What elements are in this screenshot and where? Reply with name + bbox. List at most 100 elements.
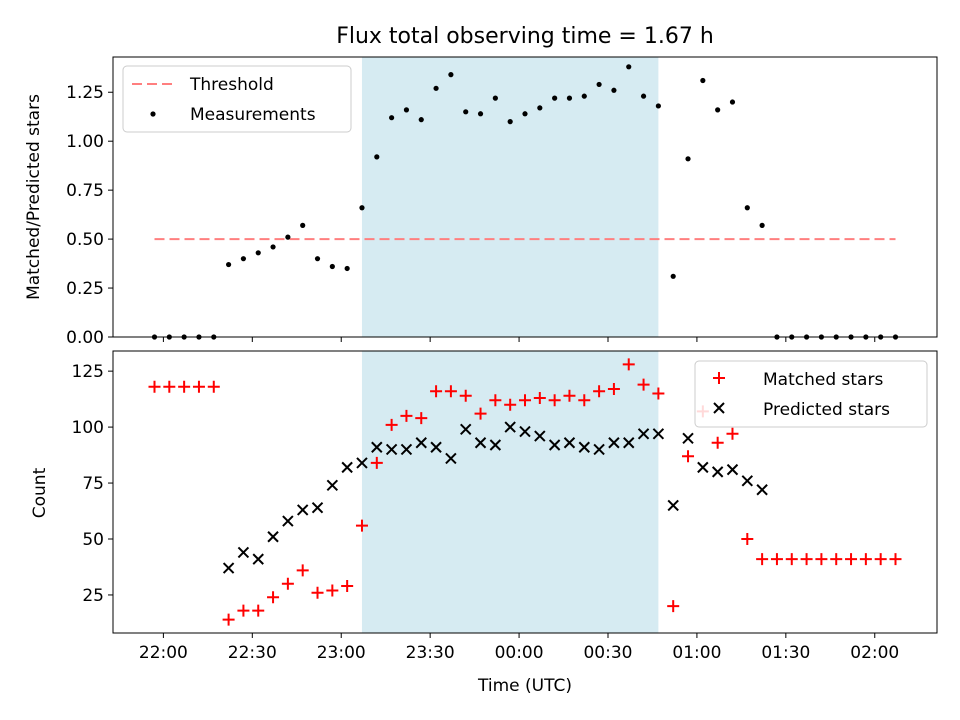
measurement-point	[566, 95, 573, 101]
measurement-point	[729, 99, 736, 105]
measurement-point	[477, 111, 484, 117]
bottom-y-tick-label: 50	[82, 530, 104, 550]
predicted-star-point	[563, 437, 576, 449]
measurement-point	[285, 234, 291, 240]
predicted-star-point	[711, 466, 724, 478]
x-tick-label: 22:00	[139, 643, 188, 663]
x-tick-label: 01:30	[761, 643, 810, 663]
predicted-star-point	[756, 484, 768, 496]
measurement-point	[700, 77, 706, 84]
predicted-star-point	[548, 439, 561, 451]
predicted-star-point	[460, 423, 472, 436]
top-y-tick-label: 0.75	[66, 181, 104, 201]
top-data-marks	[151, 64, 899, 340]
x-tick-label: 00:00	[495, 643, 544, 663]
legend-measurements-swatch	[150, 111, 156, 117]
predicted-star-point	[311, 501, 324, 514]
matched-star-point	[267, 591, 280, 604]
predicted-star-point	[741, 475, 754, 487]
legend-predicted-swatch	[713, 402, 725, 414]
matched-star-point	[889, 553, 902, 566]
matched-star-point	[178, 380, 191, 393]
measurement-point	[522, 111, 528, 117]
predicted-star-point	[237, 546, 250, 559]
measurement-point	[537, 105, 543, 111]
matched-star-point	[785, 553, 798, 566]
measurement-point	[329, 263, 335, 270]
matched-star-point	[593, 385, 606, 398]
matched-star-point	[459, 389, 472, 402]
predicted-star-point	[474, 437, 487, 449]
matched-star-point	[859, 553, 872, 566]
x-tick-label: 02:00	[850, 643, 899, 663]
predicted-star-point	[252, 553, 264, 565]
measurement-point	[640, 93, 647, 99]
matched-star-point	[430, 385, 443, 398]
matched-star-point	[444, 385, 457, 398]
predicted-star-point	[356, 457, 368, 469]
matched-star-point	[385, 418, 398, 431]
chart-title: Flux total observing time = 1.67 h	[336, 24, 714, 49]
measurement-point	[314, 256, 321, 262]
matched-star-point	[355, 519, 368, 532]
measurement-point	[759, 222, 765, 228]
predicted-star-point	[593, 443, 605, 456]
matched-star-point	[726, 427, 739, 440]
bottom-axes-frame	[112, 350, 938, 634]
predicted-star-point	[682, 432, 694, 444]
matched-star-point	[770, 553, 783, 566]
x-tick-label: 01:00	[672, 643, 721, 663]
matched-star-point	[519, 394, 531, 407]
predicted-star-point	[400, 443, 413, 456]
matched-star-point	[474, 407, 487, 420]
predicted-star-point	[430, 441, 442, 453]
measurement-point	[270, 244, 276, 250]
matched-star-point	[652, 387, 665, 400]
matched-star-point	[489, 394, 502, 407]
predicted-star-point	[489, 439, 502, 451]
measurement-point	[418, 117, 424, 123]
legend-threshold-label: Threshold	[189, 75, 274, 95]
top-axes-frame	[112, 56, 938, 338]
top-y-ticks: 0.00 0.25 0.50 0.75 1.00 1.25	[66, 83, 113, 348]
bottom-y-tick-label: 100	[72, 418, 104, 438]
bottom-legend: Matched stars Predicted stars	[694, 360, 928, 428]
measurement-point	[552, 95, 558, 101]
matched-star-point	[845, 553, 858, 566]
matched-star-point	[252, 604, 265, 617]
x-tick-label: 23:30	[406, 643, 455, 663]
measurement-point	[448, 72, 454, 78]
matched-star-point	[415, 412, 428, 425]
measurement-point	[255, 250, 261, 256]
predicted-star-point	[637, 428, 650, 440]
predicted-star-point	[726, 463, 739, 476]
matched-star-point	[192, 380, 205, 393]
bottom-y-tick-label: 25	[82, 586, 104, 606]
measurement-point	[715, 107, 721, 113]
predicted-star-point	[519, 425, 531, 438]
measurement-point	[463, 109, 469, 115]
bottom-y-ticks: 25 50 75 100 125	[72, 362, 113, 606]
matched-star-point	[667, 600, 680, 613]
predicted-star-point	[652, 428, 665, 440]
predicted-star-point	[296, 504, 309, 516]
predicted-star-point	[341, 461, 353, 474]
predicted-star-point	[667, 499, 679, 512]
top-legend: Threshold Measurements	[122, 65, 352, 133]
predicted-star-point	[504, 421, 516, 433]
matched-star-point	[830, 553, 843, 566]
legend-measurements-label: Measurements	[190, 105, 316, 125]
bottom-y-tick-label: 75	[82, 474, 104, 494]
measurement-point	[611, 87, 617, 93]
top-panel: 0.00 0.25 0.50 0.75 1.00 1.25 Matched/Predict…	[24, 56, 938, 348]
matched-star-point	[563, 389, 576, 402]
measurement-point	[581, 93, 587, 99]
legend-matched-swatch	[713, 372, 725, 384]
predicted-star-point	[415, 437, 427, 449]
predicted-star-point	[697, 461, 709, 474]
measurement-point	[300, 222, 306, 228]
measurement-point	[492, 95, 498, 101]
legend-matched-label: Matched stars	[763, 370, 883, 390]
predicted-star-point	[578, 441, 590, 453]
